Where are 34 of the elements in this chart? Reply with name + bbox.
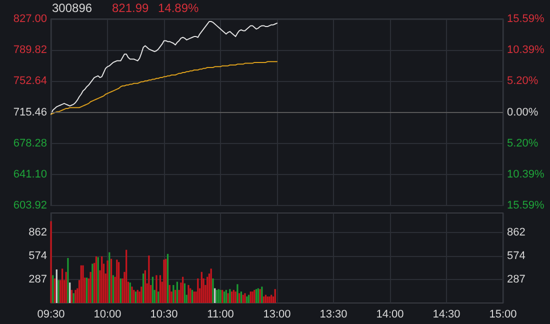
text: 14.89%	[158, 1, 200, 15]
y2-tick-label: 574	[507, 250, 526, 262]
y-tick-label: 641.10	[13, 168, 47, 180]
x-tick-label: 15:00	[489, 308, 517, 320]
y2-tick-label: 5.20%	[507, 75, 538, 88]
x-tick-label: 14:30	[432, 308, 460, 320]
x-tick-label: 10:00	[94, 308, 122, 320]
chart-title: 300896	[52, 1, 92, 15]
text: 821.99	[112, 1, 150, 15]
y2-tick-label: 10.39%	[507, 44, 545, 56]
x-tick-label: 13:30	[320, 308, 348, 320]
y2-tick-label: 15.59%	[507, 200, 545, 212]
x-tick-label: 13:00	[263, 308, 291, 320]
y-tick-label: 862	[28, 226, 47, 238]
y2-tick-label: 5.20%	[507, 137, 538, 150]
y-tick-label: 678.28	[13, 137, 47, 150]
y-tick-label: 789.82	[13, 44, 47, 56]
x-tick-label: 11:00	[207, 308, 234, 320]
y2-tick-label: 862	[507, 226, 526, 238]
line-series	[50, 61, 278, 115]
x-tick-label: 14:00	[376, 308, 404, 320]
y2-tick-label: 0.00%	[507, 106, 538, 118]
y-tick-label: 287	[28, 274, 47, 286]
y-tick-label: 752.64	[13, 75, 47, 88]
x-tick-label: 09:30	[37, 308, 65, 320]
y-tick-label: 827.00	[13, 13, 47, 25]
x-tick-label: 10:30	[150, 308, 178, 320]
y-tick-label: 574	[28, 250, 47, 262]
y2-tick-label: 10.39%	[507, 168, 545, 180]
y2-tick-label: 287	[507, 274, 526, 286]
y2-tick-label: 15.59%	[507, 13, 545, 25]
line-series	[50, 21, 278, 115]
y-tick-label: 603.92	[13, 200, 47, 212]
y-tick-label: 715.46	[13, 106, 47, 118]
